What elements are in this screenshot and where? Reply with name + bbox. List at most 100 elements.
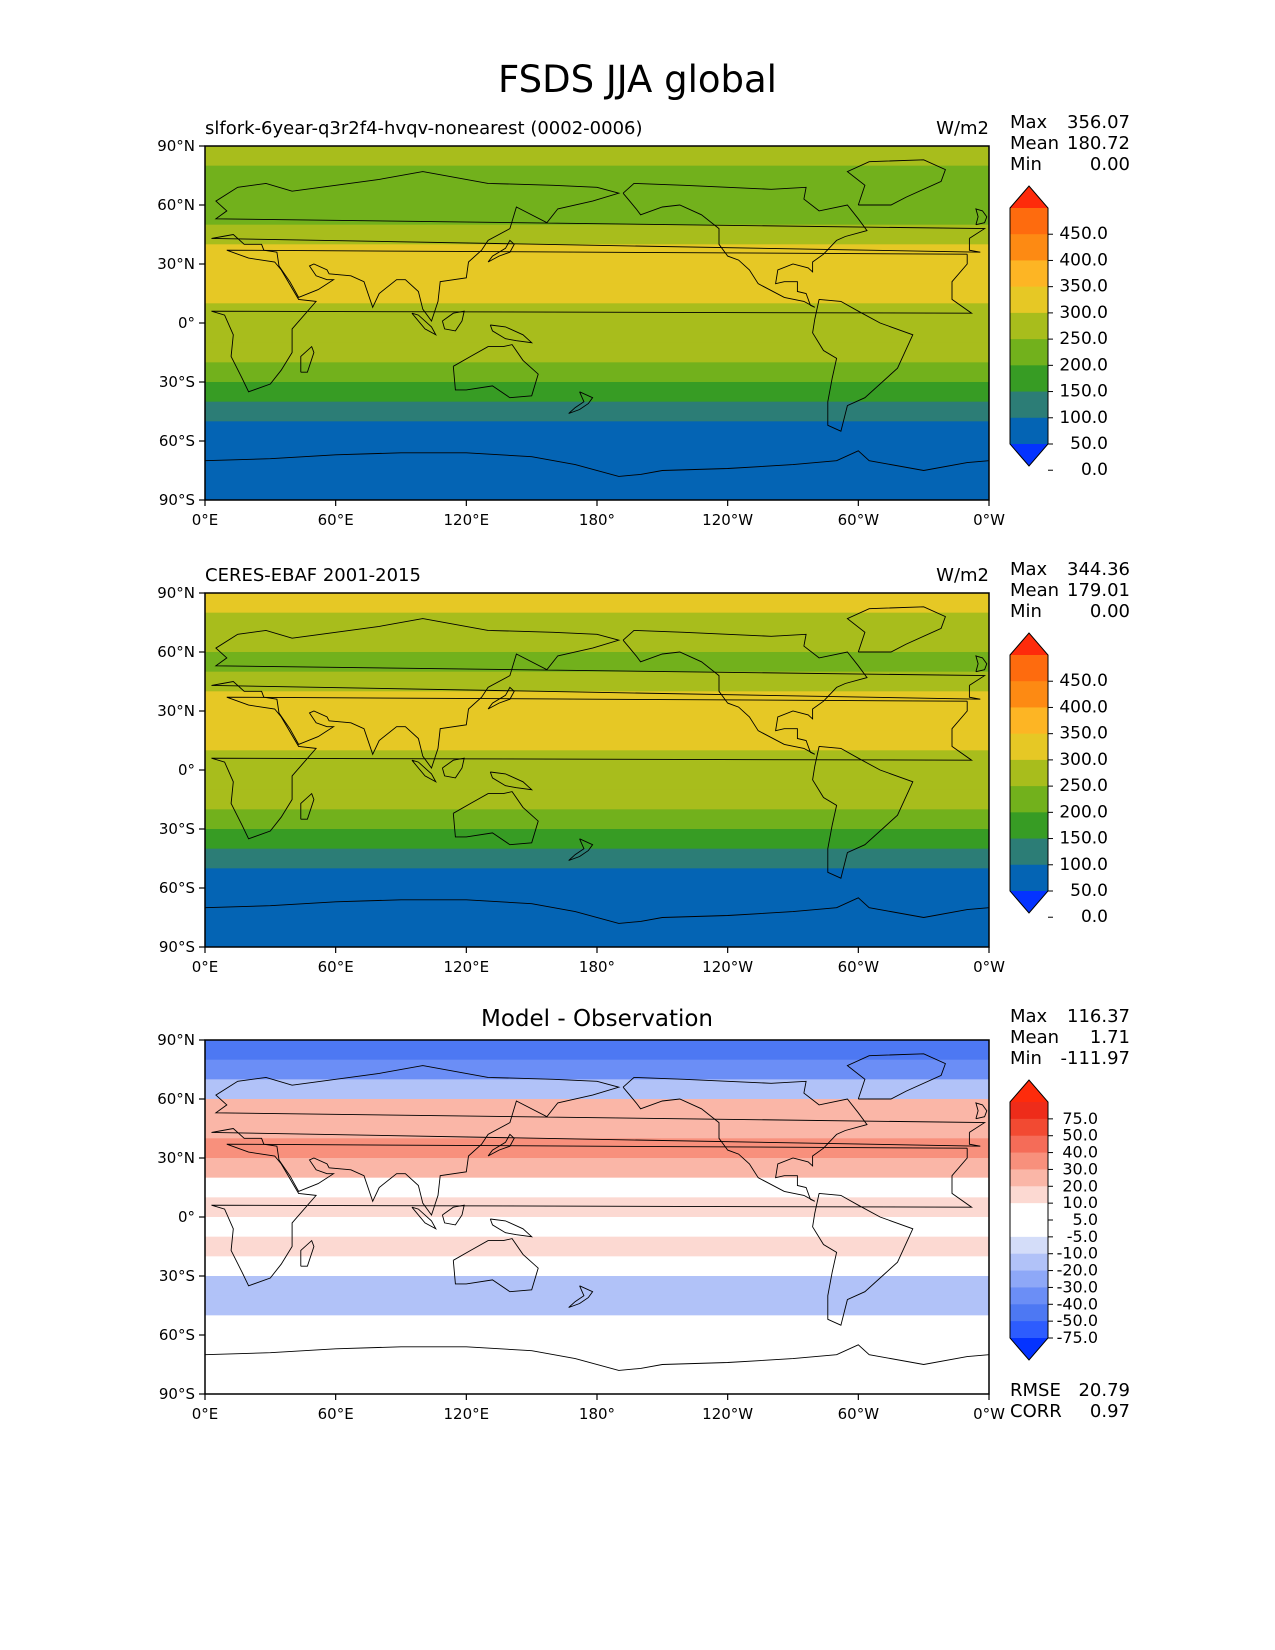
y-tick-label: 30°N [157,1149,195,1167]
colorbar-tick-label: 100.0 [1059,408,1108,428]
colorbar-segment [1010,1220,1048,1238]
y-tick-label: 90°N [157,1031,195,1049]
stat-label: Max [1010,559,1048,580]
colorbar-segment [1010,1169,1048,1187]
colorbar-tick-label: 0.0 [1081,460,1108,480]
heatmap-band [205,264,989,285]
colorbar-segment [1010,391,1048,419]
colorbar-tick-label: 75.0 [1062,1109,1098,1128]
coastline [487,239,515,263]
heatmap-band [205,927,989,948]
coastline [812,745,914,879]
colorbar-tick-label: 350.0 [1059,277,1108,297]
colorbar-extend-max [1010,633,1048,655]
panel-units: W/m2 [936,118,989,139]
coastline [211,249,974,393]
x-tick-label: 120°E [444,511,490,529]
colorbar-tick-label: 30.0 [1062,1159,1098,1178]
colorbar-tick-label: 400.0 [1059,250,1108,270]
colorbar-extend-max [1010,1080,1048,1102]
metric-value: 0.97 [1089,1401,1130,1422]
colorbar-segment [1010,260,1048,288]
colorbar-extend-min [1010,1338,1048,1360]
colorbar-segment [1010,1321,1048,1339]
stat-label: Mean [1010,133,1060,154]
coastline [975,1102,988,1120]
coastline [204,897,990,924]
x-tick-label: 120°E [444,1405,490,1423]
colorbar-tick-label: 5.0 [1073,1210,1098,1229]
coastline [975,208,988,226]
colorbar-extend-min [1010,444,1048,466]
colorbar-segment [1010,1236,1048,1255]
colorbar-tick-label: 50.0 [1070,434,1108,454]
heatmap-band [205,1138,989,1159]
heatmap-band [205,907,989,928]
stat-label: Max [1010,1006,1048,1027]
colorbar-tick-label: -50.0 [1057,1311,1098,1330]
x-tick-label: 120°W [702,1405,753,1423]
coastline [487,1133,515,1157]
heatmap-band [205,441,989,462]
heatmap-band [205,691,989,712]
coastline [846,606,946,653]
heatmap-band [205,480,989,501]
x-tick-label: 120°E [444,958,490,976]
heatmap-band [205,1256,989,1277]
coastline [452,791,539,846]
colorbar-segment [1010,786,1048,813]
colorbar-tick-label: 10.0 [1062,1193,1098,1212]
heatmap-band [205,1335,989,1356]
heatmap-band [205,848,989,869]
coastline [204,1344,990,1371]
figure-title: FSDS JJA global [498,58,777,101]
x-tick-label: 60°E [318,511,354,529]
stat-label: Min [1010,601,1042,622]
panel-subtitle: Model - Observation [480,1006,714,1032]
heatmap-band [205,224,989,245]
y-tick-label: 90°S [159,491,195,509]
y-tick-label: 60°N [157,196,195,214]
x-tick-label: 180° [579,511,615,529]
y-tick-label: 30°S [159,373,195,391]
colorbar-tick-label: 0.0 [1081,907,1108,927]
heatmap-band [205,1059,989,1080]
y-tick-label: 60°N [157,643,195,661]
coastline [411,759,437,783]
coastline [489,324,534,344]
heatmap-band [205,1158,989,1179]
map-frame [204,145,990,501]
colorbar-segment [1010,1135,1048,1154]
colorbar-tick-label: 200.0 [1059,802,1108,822]
y-tick-label: 90°S [159,1385,195,1403]
heatmap-band [205,1374,989,1395]
colorbar-tick-label: -5.0 [1067,1227,1098,1246]
heatmap-band [205,205,989,226]
colorbar-tick-label: 450.0 [1059,671,1108,691]
colorbar-segment [1010,655,1048,682]
metric-value: 20.79 [1078,1380,1130,1401]
coastline [812,1192,914,1326]
heatmap-band [205,1295,989,1316]
colorbar-segment [1010,417,1048,445]
y-tick-label: 60°S [159,432,195,450]
heatmap-band [205,283,989,304]
x-tick-label: 0°W [973,511,1005,529]
x-tick-label: 0°E [192,1405,219,1423]
colorbar-segment [1010,339,1048,366]
x-tick-label: 0°E [192,958,219,976]
x-tick-label: 60°W [838,511,880,529]
coastline [452,1238,539,1293]
colorbar-segment [1010,1152,1048,1171]
heatmap-band [205,711,989,732]
y-tick-label: 90°S [159,938,195,956]
coastline [300,792,315,820]
heatmap-band [205,888,989,909]
coastline [452,344,539,399]
colorbar-segment [1010,234,1048,262]
x-tick-label: 120°W [702,958,753,976]
colorbar-segment [1010,208,1048,235]
heatmap-band [205,632,989,653]
y-tick-label: 60°S [159,879,195,897]
colorbar-segment [1010,312,1048,340]
